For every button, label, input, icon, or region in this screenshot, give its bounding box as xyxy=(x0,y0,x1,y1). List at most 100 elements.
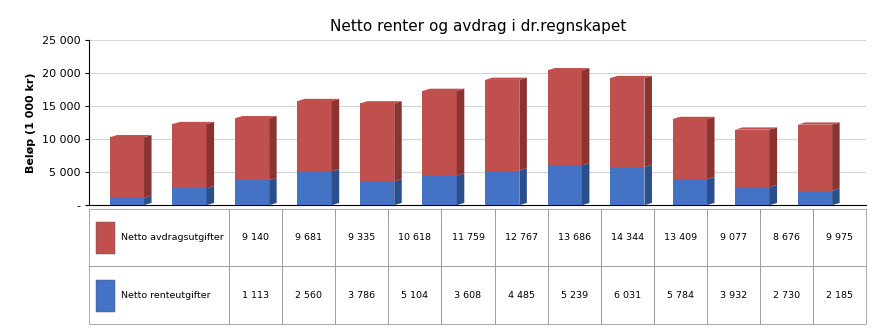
Polygon shape xyxy=(144,196,152,205)
Bar xyxy=(485,80,520,170)
Polygon shape xyxy=(832,188,839,205)
Polygon shape xyxy=(297,99,339,101)
Polygon shape xyxy=(457,173,464,205)
Text: 4 485: 4 485 xyxy=(507,291,535,300)
Bar xyxy=(96,222,115,254)
Y-axis label: Beløp (1 000 kr): Beløp (1 000 kr) xyxy=(26,72,36,173)
Text: 13 686: 13 686 xyxy=(557,233,591,242)
Polygon shape xyxy=(770,185,777,205)
Polygon shape xyxy=(331,99,339,171)
Bar xyxy=(388,209,441,266)
Text: 2 730: 2 730 xyxy=(773,291,800,300)
Polygon shape xyxy=(394,179,402,205)
Polygon shape xyxy=(832,122,839,191)
Polygon shape xyxy=(735,127,777,130)
Bar xyxy=(297,101,331,171)
Polygon shape xyxy=(582,68,589,165)
Polygon shape xyxy=(422,89,464,91)
Bar xyxy=(110,137,144,198)
Bar xyxy=(760,209,814,266)
Polygon shape xyxy=(610,76,652,78)
Polygon shape xyxy=(457,89,464,175)
Text: 9 975: 9 975 xyxy=(826,233,853,242)
Bar xyxy=(335,266,388,324)
Polygon shape xyxy=(360,101,402,104)
Text: 3 786: 3 786 xyxy=(348,291,375,300)
Bar xyxy=(110,198,144,205)
Text: 10 618: 10 618 xyxy=(398,233,431,242)
Polygon shape xyxy=(520,168,527,205)
Bar xyxy=(654,209,707,266)
Bar xyxy=(672,179,707,205)
Polygon shape xyxy=(269,178,277,205)
Text: 13 409: 13 409 xyxy=(663,233,697,242)
Polygon shape xyxy=(797,122,839,125)
Bar xyxy=(797,191,832,205)
Bar xyxy=(282,209,336,266)
Bar xyxy=(495,266,547,324)
Bar xyxy=(797,125,832,191)
Polygon shape xyxy=(770,127,777,187)
Bar xyxy=(547,165,582,205)
Bar xyxy=(172,188,206,205)
Bar xyxy=(601,209,654,266)
Text: 2 185: 2 185 xyxy=(826,291,853,300)
Polygon shape xyxy=(645,76,652,167)
Bar xyxy=(610,167,645,205)
Bar xyxy=(297,171,331,205)
Polygon shape xyxy=(582,163,589,205)
Text: 9 140: 9 140 xyxy=(242,233,269,242)
Bar xyxy=(441,209,495,266)
Polygon shape xyxy=(645,165,652,205)
Polygon shape xyxy=(485,77,527,80)
Text: 2 560: 2 560 xyxy=(296,291,322,300)
Bar xyxy=(360,181,394,205)
Text: 1 113: 1 113 xyxy=(242,291,270,300)
Bar xyxy=(547,209,601,266)
Text: Netto avdragsutgifter: Netto avdragsutgifter xyxy=(121,233,224,242)
Polygon shape xyxy=(206,122,214,188)
Text: 9 681: 9 681 xyxy=(296,233,322,242)
Polygon shape xyxy=(172,122,214,124)
Text: 3 608: 3 608 xyxy=(455,291,481,300)
Polygon shape xyxy=(394,101,402,181)
Text: 11 759: 11 759 xyxy=(452,233,485,242)
Bar xyxy=(422,91,457,175)
Bar xyxy=(735,187,770,205)
Polygon shape xyxy=(672,117,714,119)
Bar xyxy=(547,266,601,324)
Bar xyxy=(282,266,336,324)
Bar xyxy=(735,130,770,187)
Text: Netto renteutgifter: Netto renteutgifter xyxy=(121,291,211,300)
Bar xyxy=(89,266,230,324)
Text: 5 104: 5 104 xyxy=(402,291,429,300)
Bar xyxy=(388,266,441,324)
Bar xyxy=(672,119,707,179)
Bar xyxy=(235,118,269,180)
Text: 5 784: 5 784 xyxy=(667,291,694,300)
Bar xyxy=(654,266,707,324)
Polygon shape xyxy=(206,186,214,205)
Text: 8 676: 8 676 xyxy=(773,233,800,242)
Text: 3 932: 3 932 xyxy=(720,291,747,300)
Title: Netto renter og avdrag i dr.regnskapet: Netto renter og avdrag i dr.regnskapet xyxy=(330,20,626,34)
Polygon shape xyxy=(235,116,277,118)
Polygon shape xyxy=(707,177,714,205)
Bar xyxy=(814,209,866,266)
Bar xyxy=(547,70,582,165)
Polygon shape xyxy=(331,169,339,205)
Bar xyxy=(89,209,230,266)
Bar xyxy=(335,209,388,266)
Text: 9 077: 9 077 xyxy=(720,233,747,242)
Polygon shape xyxy=(110,135,152,137)
Bar xyxy=(172,124,206,188)
Bar xyxy=(422,175,457,205)
Polygon shape xyxy=(144,135,152,198)
Bar xyxy=(610,78,645,167)
Text: 12 767: 12 767 xyxy=(505,233,538,242)
Bar xyxy=(760,266,814,324)
Polygon shape xyxy=(269,116,277,180)
Bar xyxy=(814,266,866,324)
Bar xyxy=(601,266,654,324)
Text: 14 344: 14 344 xyxy=(611,233,644,242)
